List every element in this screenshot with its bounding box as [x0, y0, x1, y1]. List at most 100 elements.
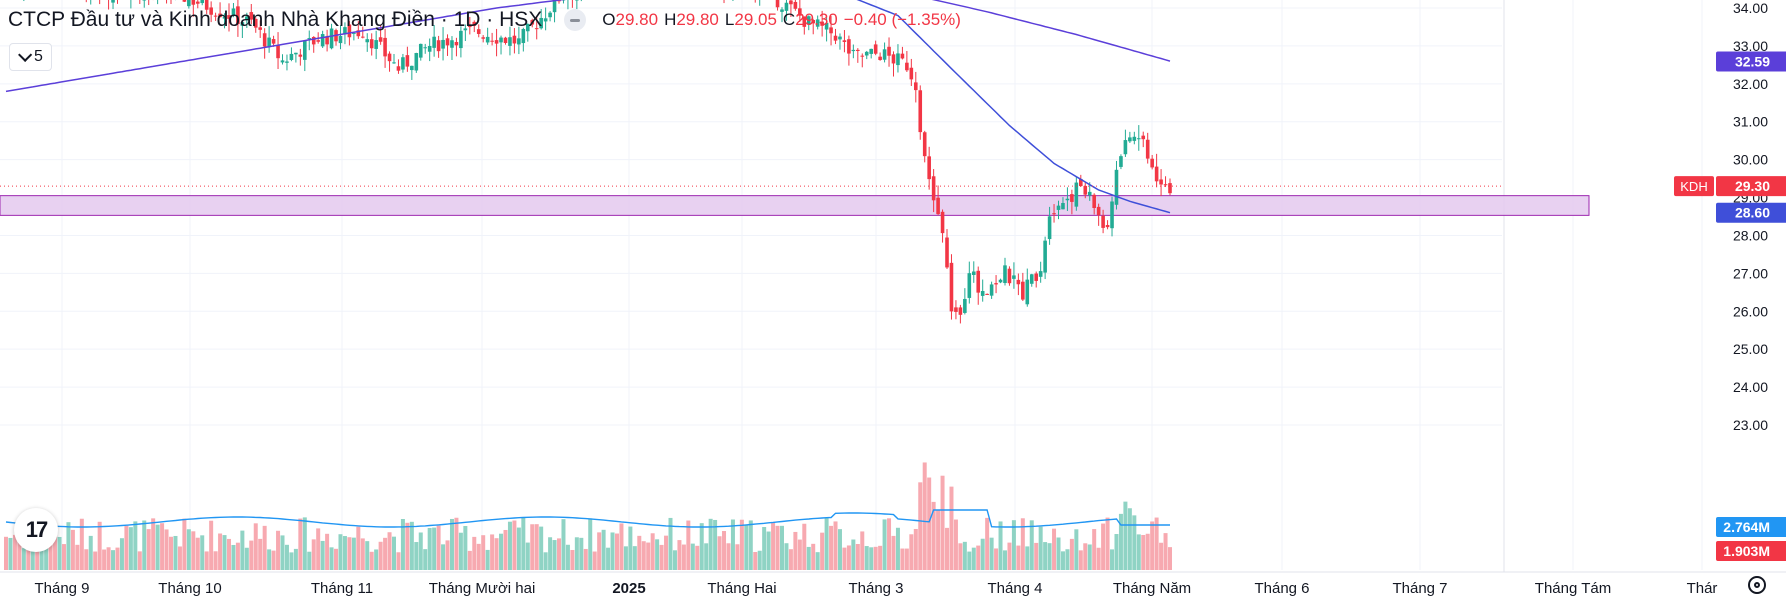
candle-body: [954, 307, 958, 312]
candle-body: [392, 62, 396, 64]
price-tick-label: 27.00: [1733, 265, 1768, 281]
volume-bar: [311, 539, 316, 570]
volume-bar: [53, 529, 58, 570]
candle-body: [209, 7, 213, 15]
volume-bar: [1123, 501, 1128, 570]
volume-bar: [155, 524, 160, 570]
volume-bar: [463, 525, 468, 570]
symbol-title[interactable]: CTCP Đầu tư và Kinh doanh Nhà Khang Điền…: [8, 8, 543, 31]
volume-bar: [904, 548, 909, 570]
candle-body: [418, 43, 423, 58]
volume-bar: [1150, 521, 1155, 570]
volume-bar: [588, 518, 593, 570]
time-tick-label: Tháng 6: [1254, 580, 1309, 597]
volume-bar: [467, 550, 472, 570]
volume-bar: [797, 539, 802, 570]
candle-body: [240, 22, 245, 26]
candle-body: [289, 53, 294, 60]
volume-bar: [276, 530, 281, 570]
volume-bar: [900, 548, 905, 570]
volume-bar: [1114, 534, 1119, 570]
settings-gear-icon[interactable]: [1748, 576, 1766, 594]
volume-bar: [44, 538, 49, 570]
candle-body: [267, 37, 271, 47]
volume-bar: [289, 552, 294, 570]
volume-bar: [499, 533, 504, 570]
candle-body: [989, 284, 994, 296]
candle-body: [459, 30, 463, 49]
volume-bar: [780, 525, 784, 570]
volume-bar: [124, 525, 129, 570]
volume-bar: [806, 546, 811, 570]
volume-bar: [325, 533, 330, 570]
volume-bar: [173, 535, 178, 570]
price-tick-label: 30.00: [1733, 152, 1768, 168]
volume-bar: [953, 519, 958, 570]
volume-bar: [1069, 538, 1074, 570]
candle-body: [298, 54, 303, 57]
volume-bar: [218, 533, 223, 570]
candle-body: [824, 22, 829, 30]
volume-bar: [650, 533, 655, 570]
volume-bar: [436, 525, 441, 570]
volume-bar: [195, 537, 200, 570]
volume-bar: [521, 518, 526, 570]
volume-bar: [84, 549, 89, 570]
candle-body: [262, 33, 267, 47]
volume-bar: [1118, 513, 1123, 570]
volume-bar: [855, 543, 860, 570]
candle-body: [802, 16, 807, 27]
time-tick-label: Tháng 11: [311, 580, 373, 597]
volume-bar: [695, 545, 700, 570]
volume-bar: [940, 475, 945, 570]
volume-bar: [708, 518, 713, 570]
volume-bar: [873, 546, 878, 570]
volume-bar: [1047, 543, 1052, 570]
candle-body: [1029, 274, 1034, 284]
tradingview-logo[interactable]: 17: [14, 508, 58, 552]
candle-body: [320, 34, 325, 47]
candle-body: [1154, 166, 1159, 182]
candle-body: [945, 237, 949, 268]
volume-bar: [1163, 533, 1168, 570]
volume-bar: [659, 544, 664, 570]
candle-body: [789, 0, 793, 5]
candle-body: [1038, 271, 1043, 277]
volume-bar: [971, 547, 976, 570]
collapse-pill-icon[interactable]: [564, 9, 587, 31]
ticker-tag: KDH: [1680, 179, 1707, 194]
volume-bar: [606, 547, 611, 570]
volume-bar: [102, 549, 107, 570]
candle-body: [1061, 202, 1065, 210]
candle-body: [508, 37, 512, 46]
candle-body: [847, 39, 851, 54]
candle-body: [829, 27, 833, 34]
volume-bar: [79, 518, 84, 570]
candle-body: [222, 16, 227, 19]
indicators-toggle-button[interactable]: 5: [9, 43, 52, 71]
candle-body: [187, 0, 191, 7]
volume-bar: [918, 482, 923, 570]
candle-body: [1136, 138, 1141, 140]
volume-bar: [284, 544, 289, 570]
volume-bar: [12, 534, 17, 570]
volume-bar: [1034, 542, 1039, 570]
price-tick-label: 33.00: [1733, 38, 1768, 54]
candle-body: [1012, 275, 1016, 279]
candle-body: [575, 0, 579, 1]
candle-body: [1047, 216, 1052, 240]
volume-bar: [739, 519, 744, 570]
volume-bar: [1132, 515, 1137, 570]
volume-bar: [142, 520, 147, 570]
volume-bar: [88, 535, 93, 570]
candle-body: [499, 37, 503, 43]
volume-bar: [512, 520, 517, 570]
candle-body: [414, 53, 419, 71]
volume-bar: [17, 535, 22, 570]
candle-body: [918, 90, 923, 133]
volume-bar: [1110, 549, 1115, 570]
volume-bar: [539, 526, 544, 570]
volume-bar: [730, 519, 735, 570]
volume-ma-line: [5, 509, 1170, 528]
